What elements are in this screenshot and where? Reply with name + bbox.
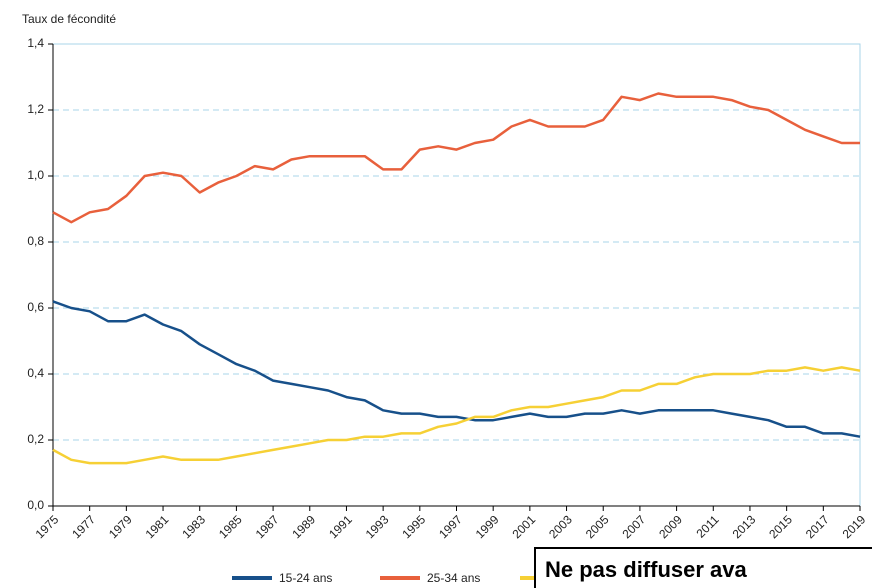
series-line [52,92,860,224]
x-tick-label: 1997 [436,512,465,541]
watermark-box [534,547,872,588]
y-tick-label: 1,4 [27,36,44,50]
y-tick-label: 0,4 [27,366,44,380]
x-tick-label: 2005 [583,512,612,541]
series-line [52,366,861,465]
x-tick-label: 2013 [730,512,759,541]
y-axis-label: Taux de fécondité [22,12,116,26]
x-tick-label: 2011 [693,512,721,540]
x-tick-label: 1987 [253,512,282,541]
x-tick-label: 1989 [289,512,318,541]
x-tick-label: 1985 [216,512,245,541]
series-line [52,300,861,438]
x-tick-label: 2009 [656,512,685,541]
x-tick-label: 1999 [473,512,502,541]
legend-label: 25-34 ans [427,571,480,585]
y-tick-label: 0,8 [27,234,44,248]
y-tick-label: 1,0 [27,168,44,182]
watermark: Ne pas diffuser ava [545,557,748,582]
x-tick-label: 1993 [363,512,392,541]
x-tick-label: 1979 [106,512,135,541]
x-tick-label: 2015 [766,512,795,541]
y-tick-label: 1,2 [27,102,44,116]
y-tick-label: 0,2 [27,432,44,446]
x-tick-label: 2003 [546,512,575,541]
plot-frame [52,43,861,507]
x-tick-label: 1977 [69,512,98,541]
x-tick-label: 1991 [326,512,355,541]
x-tick-label: 1983 [179,512,208,541]
y-tick-label: 0,6 [27,300,44,314]
x-tick-label: 2007 [619,512,648,541]
legend-label: 15-24 ans [279,571,332,585]
x-tick-label: 2019 [840,512,869,541]
x-tick-label: 1981 [143,512,172,541]
x-tick-label: 2017 [803,512,832,541]
x-tick-label: 2001 [509,512,538,541]
x-tick-label: 1995 [399,512,428,541]
x-tick-label: 1975 [33,512,62,541]
y-tick-label: 0,0 [27,498,44,512]
